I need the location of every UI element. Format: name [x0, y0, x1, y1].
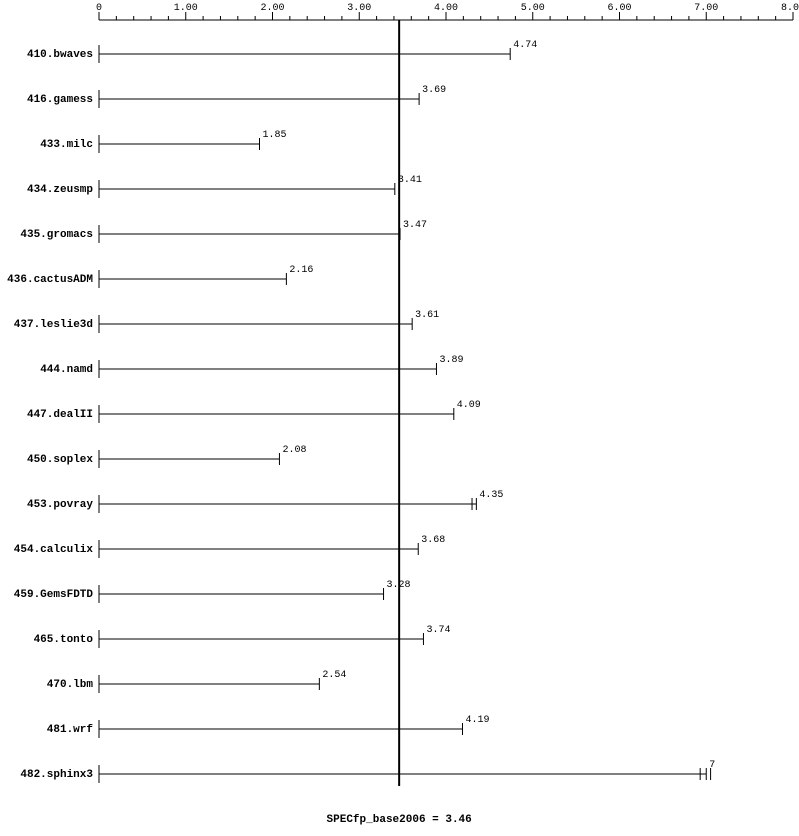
x-axis-label: 7.00: [694, 3, 718, 14]
value-label: 3.69: [422, 85, 446, 96]
benchmark-label: 436.cactusADM: [7, 274, 93, 286]
value-label: 4.09: [457, 400, 481, 411]
benchmark-label: 410.bwaves: [27, 49, 93, 61]
median-caption: SPECfp_base2006 = 3.46: [327, 814, 472, 826]
benchmark-label: 435.gromacs: [20, 229, 93, 241]
value-label: 3.28: [387, 580, 411, 591]
x-axis-label: 6.00: [607, 3, 631, 14]
value-label: 3.68: [421, 535, 445, 546]
benchmark-label: 481.wrf: [47, 724, 94, 736]
benchmark-label: 444.namd: [40, 364, 93, 376]
value-label: 3.47: [403, 220, 427, 231]
value-label: 4.19: [465, 715, 489, 726]
benchmark-label: 416.gamess: [27, 94, 93, 106]
value-label: 2.16: [289, 265, 313, 276]
x-axis-label: 1.00: [174, 3, 198, 14]
benchmark-label: 459.GemsFDTD: [14, 589, 94, 601]
benchmark-label: 453.povray: [27, 499, 93, 511]
x-axis-label: 4.00: [434, 3, 458, 14]
value-label: 3.74: [426, 625, 450, 636]
benchmark-label: 437.leslie3d: [14, 319, 93, 331]
value-label: 3.89: [439, 355, 463, 366]
x-axis-label: 2.00: [260, 3, 284, 14]
benchmark-label: 465.tonto: [34, 634, 94, 646]
value-label: 4.35: [479, 490, 503, 501]
value-label: 3.41: [398, 175, 422, 186]
benchmark-label: 454.calculix: [14, 544, 94, 556]
value-label: 1.85: [262, 130, 286, 141]
x-axis-label: 5.00: [521, 3, 545, 14]
x-axis-label: 8.00: [781, 3, 799, 14]
benchmark-label: 470.lbm: [47, 679, 94, 691]
value-label: 3.61: [415, 310, 439, 321]
benchmark-label: 447.dealII: [27, 409, 93, 421]
value-label: 2.54: [322, 670, 346, 681]
benchmark-label: 433.milc: [40, 139, 93, 151]
value-label: 7: [709, 760, 715, 771]
benchmark-label: 450.soplex: [27, 454, 93, 466]
benchmark-label: 482.sphinx3: [20, 769, 93, 781]
spec-benchmark-chart: 0 1.00 2.00 3.00 4.00 5.00 6.00 7.00 8.00 410.bwa…: [0, 0, 799, 831]
benchmark-label: 434.zeusmp: [27, 184, 93, 196]
x-axis-label: 0: [96, 3, 102, 14]
x-axis-label: 3.00: [347, 3, 371, 14]
chart-svg: 0 1.00 2.00 3.00 4.00 5.00 6.00 7.00 8.00 410.bwa…: [0, 0, 799, 831]
value-label: 4.74: [513, 40, 537, 51]
value-label: 2.08: [282, 445, 306, 456]
